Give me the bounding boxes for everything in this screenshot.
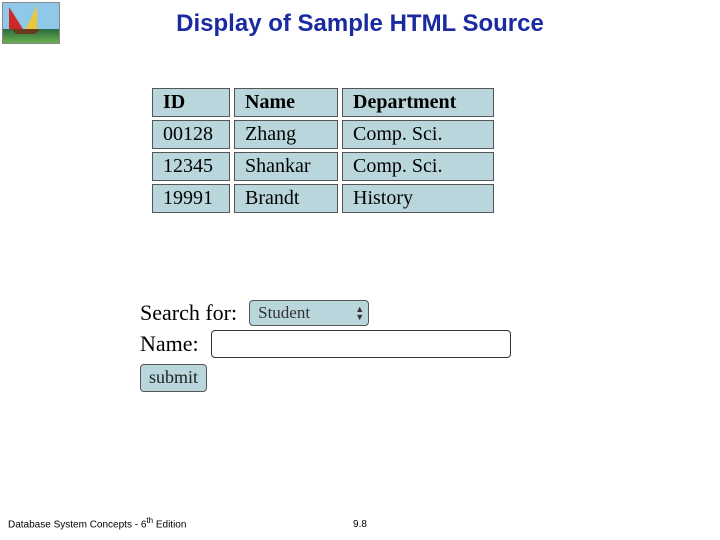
search-for-row: Search for: Student ▲▼ (140, 300, 511, 326)
table-header-row: ID Name Department (152, 88, 494, 117)
cell-dept: Comp. Sci. (342, 120, 494, 149)
search-type-value: Student (258, 303, 310, 323)
col-header-id: ID (152, 88, 230, 117)
select-arrows-icon: ▲▼ (355, 305, 364, 321)
col-header-dept: Department (342, 88, 494, 117)
table-row: 00128 Zhang Comp. Sci. (152, 120, 494, 149)
cell-dept: History (342, 184, 494, 213)
table-row: 12345 Shankar Comp. Sci. (152, 152, 494, 181)
search-for-label: Search for: (140, 300, 237, 326)
cell-id: 00128 (152, 120, 230, 149)
col-header-name: Name (234, 88, 338, 117)
table-row: 19991 Brandt History (152, 184, 494, 213)
name-input[interactable] (211, 330, 511, 358)
sample-table: ID Name Department 00128 Zhang Comp. Sci… (148, 85, 498, 216)
footer-page-number: 9.8 (0, 519, 720, 530)
name-row: Name: (140, 330, 511, 358)
name-label: Name: (140, 331, 199, 357)
search-type-select[interactable]: Student ▲▼ (249, 300, 369, 326)
submit-button[interactable]: submit (140, 364, 207, 392)
cell-dept: Comp. Sci. (342, 152, 494, 181)
cell-id: 19991 (152, 184, 230, 213)
submit-row: submit (140, 362, 511, 392)
cell-id: 12345 (152, 152, 230, 181)
search-form: Search for: Student ▲▼ Name: submit (140, 300, 511, 396)
slide-title: Display of Sample HTML Source (0, 10, 720, 38)
cell-name: Zhang (234, 120, 338, 149)
cell-name: Shankar (234, 152, 338, 181)
cell-name: Brandt (234, 184, 338, 213)
